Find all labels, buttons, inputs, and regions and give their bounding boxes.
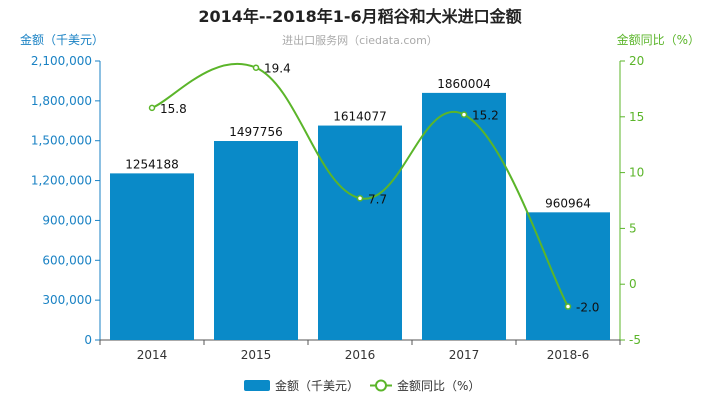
bar-value-label: 1614077 [333,110,386,124]
line-value-label: 19.4 [264,62,291,76]
line-point [356,195,364,202]
legend: 金额（千美元） 金额同比（%） [244,378,480,393]
bar-value-label: 1497756 [229,125,282,139]
right-tick-label: 0 [629,277,637,291]
left-axis-title: 金额（千美元） [20,32,104,47]
right-tick-label: 15 [629,110,644,124]
plot-area: 0 300,000 600,000 900,000 1,200,000 1,500,000… [31,54,644,362]
right-tick-label: 10 [629,166,644,180]
bar [110,173,194,340]
x-tick-label: 2017 [449,348,480,362]
legend-label-line: 金额同比（%） [397,378,480,393]
x-tick-label: 2015 [241,348,272,362]
left-tick-label: 1,800,000 [31,94,92,108]
left-tick-label: 300,000 [42,293,92,307]
line-point [252,64,260,71]
chart-title: 2014年--2018年1-6月稻谷和大米进口金额 [198,7,521,26]
left-tick-label: 2,100,000 [31,54,92,68]
bar-value-label: 1860004 [437,77,490,91]
legend-swatch-marker [375,379,387,392]
right-axis-title: 金额同比（%） [617,32,700,47]
line-point [564,303,572,310]
right-tick-label: -5 [629,333,641,347]
bar-value-label: 960964 [545,196,591,210]
series-line [151,62,569,307]
legend-label-bar: 金额（千美元） [275,378,359,393]
watermark: 进出口服务网（ciedata.com） [282,33,438,47]
right-tick-label: 5 [629,221,637,235]
left-tick-label: 0 [84,333,92,347]
bar [422,92,506,340]
line-value-label: 15.8 [160,102,187,116]
bar [318,125,402,340]
line-point [460,111,468,118]
x-tick-label: 2018-6 [547,348,590,362]
x-tick-label: 2014 [137,348,168,362]
line-value-label: 7.7 [368,192,387,206]
x-tick-label: 2016 [345,348,376,362]
legend-swatch-bar [244,380,270,391]
line-point [148,104,156,112]
left-tick-label: 1,500,000 [31,134,92,148]
left-tick-label: 600,000 [42,253,92,267]
line-value-label: -2.0 [576,301,599,315]
line-value-label: 15.2 [472,109,499,123]
bar [214,141,298,340]
bar [526,212,610,340]
left-tick-label: 1,200,000 [31,174,92,188]
bar-value-label: 1254188 [125,157,178,171]
right-tick-label: 20 [629,54,644,68]
left-tick-label: 900,000 [42,213,92,227]
